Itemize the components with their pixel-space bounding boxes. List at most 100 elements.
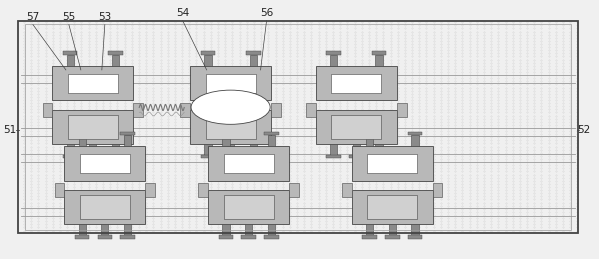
Bar	[264, 132, 279, 135]
Bar	[223, 154, 274, 173]
Bar	[124, 135, 131, 146]
Bar	[53, 110, 133, 144]
Bar	[63, 155, 77, 159]
Text: 53: 53	[98, 12, 111, 22]
Bar	[190, 66, 271, 100]
Bar	[101, 224, 108, 235]
Bar	[112, 144, 119, 155]
Bar	[306, 103, 316, 117]
Bar	[205, 74, 256, 93]
Bar	[330, 55, 337, 66]
Text: 55: 55	[62, 12, 75, 22]
Bar	[124, 224, 131, 235]
Bar	[367, 195, 418, 219]
Bar	[408, 132, 422, 135]
Bar	[342, 183, 352, 197]
Bar	[412, 224, 419, 235]
Bar	[208, 146, 289, 181]
Bar	[208, 190, 289, 224]
Bar	[326, 155, 341, 159]
Bar	[366, 224, 373, 235]
Bar	[89, 144, 96, 155]
Bar	[180, 103, 190, 117]
Bar	[352, 146, 432, 181]
Bar	[432, 183, 443, 197]
Bar	[120, 235, 135, 239]
Bar	[271, 103, 281, 117]
Bar	[75, 235, 89, 239]
Bar	[55, 183, 65, 197]
Bar	[198, 183, 208, 197]
Bar	[98, 235, 112, 239]
Bar	[245, 224, 252, 235]
Bar	[201, 51, 215, 55]
Text: 51: 51	[4, 125, 17, 134]
Circle shape	[191, 90, 270, 124]
Text: 57: 57	[26, 12, 40, 22]
Bar	[331, 74, 382, 93]
Bar	[80, 195, 130, 219]
Bar	[64, 146, 145, 181]
Bar	[316, 110, 397, 144]
Bar	[108, 51, 123, 55]
Bar	[66, 144, 74, 155]
Bar	[330, 144, 337, 155]
Bar	[205, 115, 256, 139]
Bar	[75, 132, 89, 135]
Bar	[408, 235, 422, 239]
Bar	[397, 103, 407, 117]
Bar	[349, 155, 364, 159]
Bar	[372, 155, 386, 159]
Bar	[43, 103, 53, 117]
Bar	[120, 132, 135, 135]
Bar	[63, 51, 77, 55]
Bar	[376, 144, 383, 155]
Bar	[68, 115, 118, 139]
Bar	[204, 144, 211, 155]
Text: 56: 56	[260, 8, 273, 18]
Bar	[385, 235, 400, 239]
Bar	[222, 224, 229, 235]
Bar	[25, 24, 571, 230]
Bar	[227, 144, 234, 155]
Text: 54: 54	[176, 8, 189, 18]
Bar	[145, 183, 155, 197]
Bar	[241, 235, 256, 239]
Bar	[223, 155, 238, 159]
Bar	[219, 132, 233, 135]
Bar	[264, 235, 279, 239]
Bar	[250, 144, 257, 155]
Bar	[78, 224, 86, 235]
Bar	[86, 155, 100, 159]
Bar	[268, 224, 275, 235]
Bar	[53, 66, 133, 100]
Bar	[246, 155, 261, 159]
Bar	[250, 55, 257, 66]
Bar	[376, 55, 383, 66]
Bar	[352, 190, 432, 224]
Bar	[66, 55, 74, 66]
Bar	[389, 224, 396, 235]
Bar	[412, 135, 419, 146]
Bar	[18, 21, 578, 233]
Bar	[353, 144, 360, 155]
Bar	[190, 110, 271, 144]
Bar	[366, 135, 373, 146]
Bar	[367, 154, 418, 173]
Bar	[223, 195, 274, 219]
Bar	[204, 55, 211, 66]
Bar	[133, 103, 143, 117]
Bar	[219, 235, 233, 239]
Bar	[268, 135, 275, 146]
Text: 52: 52	[577, 125, 591, 134]
Bar	[246, 51, 261, 55]
Bar	[222, 135, 229, 146]
Bar	[80, 154, 130, 173]
Bar	[64, 190, 145, 224]
Bar	[289, 183, 299, 197]
Bar	[316, 66, 397, 100]
Bar	[68, 74, 118, 93]
Bar	[372, 51, 386, 55]
Bar	[78, 135, 86, 146]
Bar	[326, 51, 341, 55]
